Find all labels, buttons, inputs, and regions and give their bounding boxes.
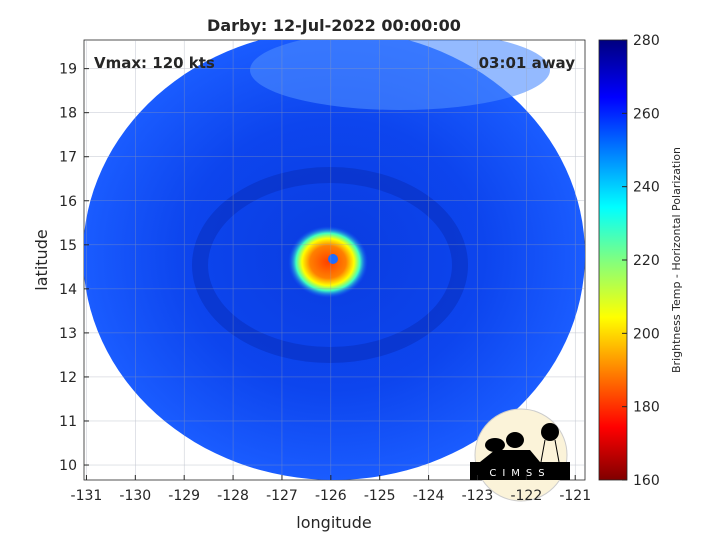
- x-axis: -131 -130 -129 -128 -127 -126 -125 -124 -123 -122…: [71, 475, 591, 504]
- x-tick-label: -122: [510, 488, 542, 504]
- colorbar-tick-label: 180: [633, 400, 660, 416]
- y-tick-label: 11: [59, 414, 77, 430]
- y-tick-label: 18: [59, 106, 77, 122]
- x-tick-label: -121: [559, 488, 591, 504]
- x-tick-label: -123: [462, 488, 494, 504]
- colorbar: 280 260 240 220 200 180 160 Brightness Temp - …: [598, 33, 683, 489]
- cloud-band: [250, 40, 550, 110]
- eye: [328, 254, 338, 264]
- time-away-label: 03:01 away: [479, 54, 576, 72]
- cimss-logo: CIMSS: [470, 408, 570, 502]
- colorbar-tick-label: 240: [633, 180, 660, 196]
- x-tick-label: -128: [217, 488, 249, 504]
- x-tick-label: -125: [364, 488, 396, 504]
- x-tick-label: -131: [71, 488, 103, 504]
- y-tick-label: 14: [59, 282, 77, 298]
- x-tick-label: -124: [413, 488, 445, 504]
- y-tick-label: 16: [59, 194, 77, 210]
- x-tick-label: -129: [168, 488, 200, 504]
- colorbar-tick-label: 200: [633, 326, 660, 342]
- colorbar-label: Brightness Temp - Horizontal Polarizatio…: [670, 147, 683, 373]
- vmax-label: Vmax: 120 kts: [94, 54, 215, 72]
- colorbar-tick-label: 220: [633, 253, 660, 269]
- colorbar-tick-label: 260: [633, 106, 660, 122]
- y-tick-label: 13: [59, 326, 77, 342]
- x-axis-label: longitude: [296, 513, 371, 532]
- chart-title: Darby: 12-Jul-2022 00:00:00: [207, 16, 461, 35]
- x-tick-label: -130: [119, 488, 151, 504]
- rainband: [192, 167, 468, 363]
- x-tick-label: -126: [315, 488, 347, 504]
- y-tick-label: 10: [59, 458, 77, 474]
- y-axis-label: latitude: [32, 229, 51, 290]
- y-tick-label: 15: [59, 238, 77, 254]
- colorbar-tick-label: 280: [633, 33, 660, 49]
- y-tick-label: 19: [59, 62, 77, 78]
- x-tick-label: -127: [266, 488, 298, 504]
- colorbar-tick-label: 160: [633, 473, 660, 489]
- map-area: Vmax: 120 kts 03:01 away CIMSS: [83, 39, 586, 502]
- logo-text: CIMSS: [489, 468, 550, 479]
- y-axis: 19 18 17 16 15 14 13 12 11 10: [59, 62, 89, 474]
- y-tick-label: 12: [59, 370, 77, 386]
- y-tick-label: 17: [59, 150, 77, 166]
- eyewall: [288, 226, 368, 298]
